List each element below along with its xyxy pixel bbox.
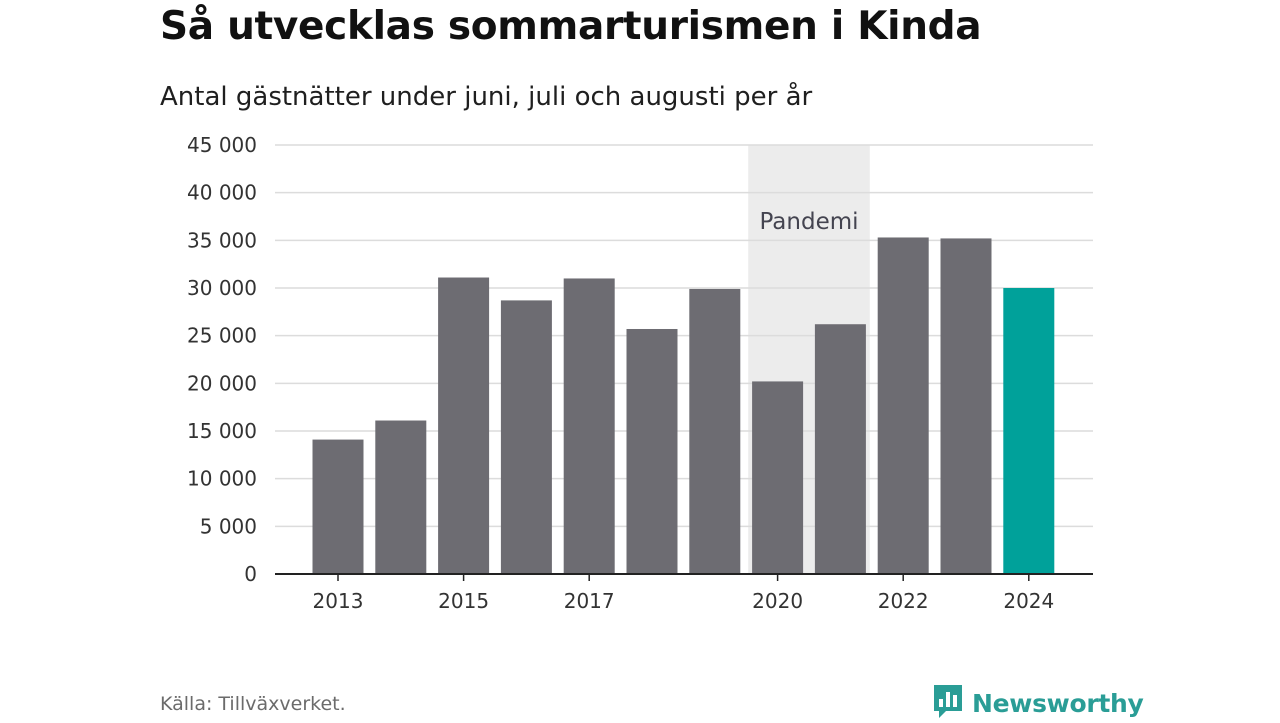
- x-tick-label: 2015: [438, 589, 489, 613]
- x-tick-label-layer: 2013 2015 2017 2020 2022 2024: [313, 589, 1055, 613]
- bar-chart: Pandemi 0 5 000 10 000 15 000 20 000 25 000 30…: [187, 133, 1093, 613]
- bar-2019: [689, 288, 741, 574]
- x-axis-layer: [275, 573, 1093, 581]
- pandemic-label: Pandemi: [759, 209, 858, 235]
- y-tick-label: 45 000: [187, 133, 257, 157]
- y-tick-label: 25 000: [187, 324, 257, 348]
- y-tick-label: 0: [244, 562, 257, 586]
- source-note: Källa: Tillväxverket.: [160, 693, 346, 715]
- bar-2023: [940, 238, 992, 574]
- bar-2014: [375, 420, 427, 574]
- x-tick-label: 2024: [1003, 589, 1054, 613]
- bar-layer: [312, 237, 1055, 574]
- bar-2017: [563, 278, 615, 574]
- chart-title: Så utvecklas sommarturismen i Kinda: [160, 4, 982, 49]
- bar-2022: [877, 237, 929, 574]
- bar-2013: [312, 439, 364, 574]
- x-tick-label: 2022: [878, 589, 929, 613]
- y-tick-label: 30 000: [187, 276, 257, 300]
- y-tick-label: 15 000: [187, 419, 257, 443]
- bar-2016: [500, 300, 552, 574]
- x-tick-label: 2013: [313, 589, 364, 613]
- bar-2015: [438, 277, 490, 574]
- newsworthy-logo-text: Newsworthy: [972, 688, 1144, 718]
- newsworthy-logo: Newsworthy: [932, 683, 1144, 723]
- y-tick-label: 10 000: [187, 467, 257, 491]
- y-tick-label: 40 000: [187, 181, 257, 205]
- x-tick-label: 2020: [752, 589, 803, 613]
- x-tick-label: 2017: [564, 589, 615, 613]
- bar-2020: [752, 381, 804, 574]
- bar-2024: [1003, 288, 1055, 574]
- bar-2018: [626, 328, 678, 574]
- y-tick-label: 5 000: [200, 514, 257, 538]
- y-tick-label-layer: 0 5 000 10 000 15 000 20 000 25 000 30 000 35 0…: [187, 133, 257, 586]
- newsworthy-logo-icon: [932, 683, 964, 723]
- y-tick-label: 20 000: [187, 371, 257, 395]
- chart-subtitle: Antal gästnätter under juni, juli och au…: [160, 82, 813, 112]
- bar-2021: [814, 324, 866, 574]
- y-tick-label: 35 000: [187, 228, 257, 252]
